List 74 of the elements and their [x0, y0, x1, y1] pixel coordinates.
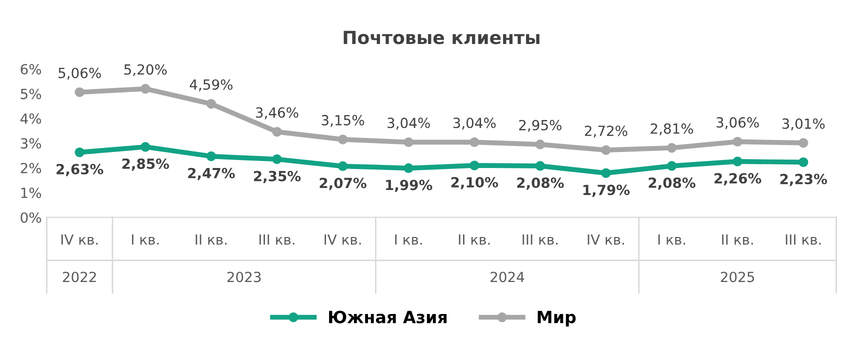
data-label: 2,95%: [519, 120, 562, 132]
data-label: 2,08%: [648, 178, 696, 190]
point: [140, 84, 150, 94]
text: 2024: [490, 272, 524, 282]
point: [404, 137, 414, 148]
point: [404, 163, 414, 174]
x-tick-label: I кв.: [395, 234, 422, 245]
chart-title: Почтовые клиенты: [344, 30, 540, 44]
point: [470, 160, 480, 170]
text: 2022: [62, 272, 96, 282]
legend-label: Мир: [538, 310, 576, 327]
point: [798, 138, 808, 148]
x-tick-label: III кв.: [522, 234, 558, 245]
point: [272, 126, 282, 137]
x-tick-label: I кв.: [658, 234, 686, 245]
point: [601, 168, 611, 178]
y-tick-label: 2%: [20, 162, 42, 174]
y-tick-label: 3%: [20, 138, 42, 149]
x-tick-label: II кв.: [196, 234, 226, 245]
data-label: 3,04%: [388, 118, 430, 130]
x-tick-label: IV кв.: [61, 234, 98, 245]
data-label: 2,47%: [188, 168, 235, 180]
data-label: 3,04%: [453, 118, 496, 130]
point: [535, 140, 546, 150]
x-tick-label: IV кв.: [588, 234, 624, 245]
y-tick-label: 4%: [20, 113, 42, 124]
data-label: 1,99%: [386, 180, 432, 192]
point: [732, 136, 742, 147]
point: [338, 161, 348, 172]
y-tick-label: 5%: [20, 88, 42, 100]
data-label: 2,81%: [650, 123, 694, 136]
x-tick-label: II кв.: [722, 234, 753, 245]
data-label: 2,63%: [56, 164, 104, 176]
y-tick-label: 1%: [21, 188, 42, 198]
point: [732, 156, 742, 166]
data-label: 3,06%: [716, 117, 759, 130]
point: [601, 145, 611, 155]
data-label: 2,26%: [714, 173, 762, 186]
data-label: 2,85%: [122, 158, 170, 171]
point: [74, 147, 84, 158]
point: [470, 137, 480, 148]
data-label: 4,59%: [190, 79, 232, 92]
point: [666, 161, 677, 171]
data-label: 5,06%: [58, 68, 101, 80]
data-label: 1,79%: [583, 184, 630, 197]
data-label: 2,10%: [451, 177, 498, 190]
point: [74, 87, 84, 98]
data-label: 3,15%: [322, 114, 364, 127]
point: [272, 154, 282, 164]
text: 2023: [227, 272, 261, 282]
data-label: 2,23%: [780, 174, 828, 186]
x-tick-label: III кв.: [786, 234, 821, 245]
x-tick-label: III кв.: [260, 234, 294, 245]
point: [338, 134, 348, 144]
text: 2025: [720, 272, 754, 282]
data-label: 3,01%: [782, 118, 825, 130]
data-label: 2,08%: [517, 178, 564, 190]
point: [206, 151, 216, 162]
x-tick-label: I кв.: [132, 234, 159, 245]
point: [140, 142, 150, 152]
point: [535, 161, 546, 171]
data-label: 3,46%: [256, 107, 298, 120]
data-label: 5,20%: [124, 64, 167, 76]
data-label: 2,72%: [584, 126, 628, 138]
point: [798, 157, 808, 168]
y-tick-label: 6%: [20, 64, 42, 74]
data-label: 2,35%: [254, 170, 301, 184]
x-tick-label: IV кв.: [324, 234, 361, 245]
y-tick-label: 0%: [20, 212, 42, 223]
point: [666, 143, 677, 153]
legend-label: Южная Азия: [329, 310, 447, 324]
point: [206, 99, 216, 109]
x-tick-label: II кв.: [458, 234, 490, 245]
data-label: 2,07%: [320, 178, 366, 190]
